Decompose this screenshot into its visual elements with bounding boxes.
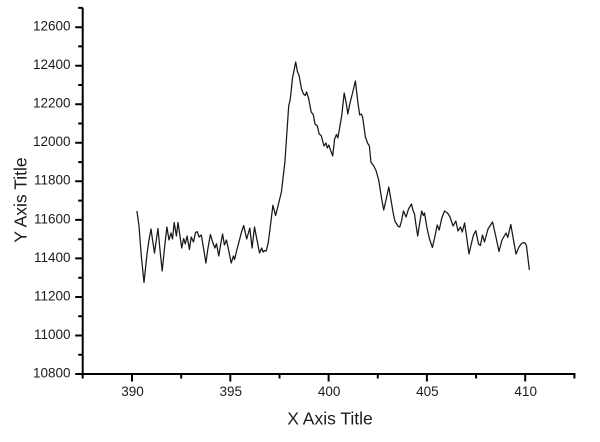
svg-text:400: 400	[318, 384, 341, 399]
svg-text:390: 390	[121, 384, 144, 399]
svg-text:12400: 12400	[33, 57, 71, 72]
svg-text:X Axis Title: X Axis Title	[287, 409, 373, 429]
svg-text:410: 410	[514, 384, 537, 399]
svg-text:11200: 11200	[34, 288, 71, 303]
svg-text:11400: 11400	[34, 250, 71, 265]
svg-text:12200: 12200	[33, 96, 71, 111]
svg-text:12000: 12000	[33, 134, 71, 149]
svg-text:11800: 11800	[34, 173, 71, 188]
svg-text:12600: 12600	[33, 19, 71, 34]
svg-text:Y Axis Title: Y Axis Title	[11, 157, 31, 242]
svg-text:10800: 10800	[33, 365, 71, 380]
svg-text:405: 405	[416, 384, 439, 399]
svg-text:11000: 11000	[34, 327, 71, 342]
svg-text:395: 395	[220, 384, 243, 399]
svg-text:11600: 11600	[34, 211, 71, 226]
